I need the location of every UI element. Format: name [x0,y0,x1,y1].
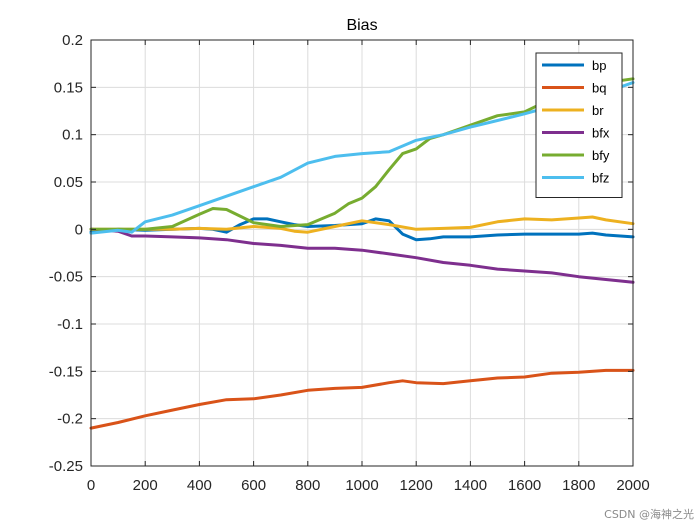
y-tick-label: 0.1 [62,127,83,144]
y-tick-label: 0.05 [54,174,83,191]
y-tick-label: -0.1 [57,316,83,333]
y-tick-labels: -0.25 -0.2 -0.15 -0.1 -0.05 0 0.05 0.1 0.15 0.2 [49,32,83,475]
x-tick-label: 1600 [508,477,541,494]
y-tick-label: 0.15 [54,79,83,96]
watermark-text: CSDN @海神之光 [604,508,694,521]
x-tick-label: 1200 [400,477,433,494]
legend-label-bp: bp [592,58,606,73]
legend-label-br: br [592,103,604,118]
series-line-bq [89,368,635,430]
series-line-br [89,215,635,234]
series-lines [89,77,635,430]
legend-label-bfx: bfx [592,126,610,141]
legend-label-bfy: bfy [592,148,610,163]
x-tick-label: 0 [87,477,95,494]
x-tick-labels: 0 200 400 600 800 1000 1200 1400 1600 1800 2000 [87,477,650,494]
legend: bp bq br bfx bfy bfz [535,52,623,198]
x-tick-label: 1400 [454,477,487,494]
legend-box [535,52,623,198]
x-tick-label: 400 [187,477,212,494]
series-line-bfx [89,227,635,284]
legend-label-bfz: bfz [592,171,609,186]
y-tick-label: -0.2 [57,411,83,428]
chart-title: Bias [346,17,377,34]
x-tick-label: 1800 [562,477,595,494]
x-tick-label: 200 [133,477,158,494]
legend-label-bq: bq [592,81,606,96]
x-tick-label: 600 [241,477,266,494]
x-tick-label: 800 [295,477,320,494]
y-tick-label: 0 [75,221,83,238]
y-tick-label: -0.05 [49,269,83,286]
x-tick-label: 2000 [616,477,649,494]
y-tick-label: 0.2 [62,32,83,49]
y-tick-label: -0.25 [49,458,83,475]
axis-ticks [90,39,634,467]
y-tick-label: -0.15 [49,363,83,380]
x-tick-label: 1000 [345,477,378,494]
series-line-bfy [89,77,635,231]
